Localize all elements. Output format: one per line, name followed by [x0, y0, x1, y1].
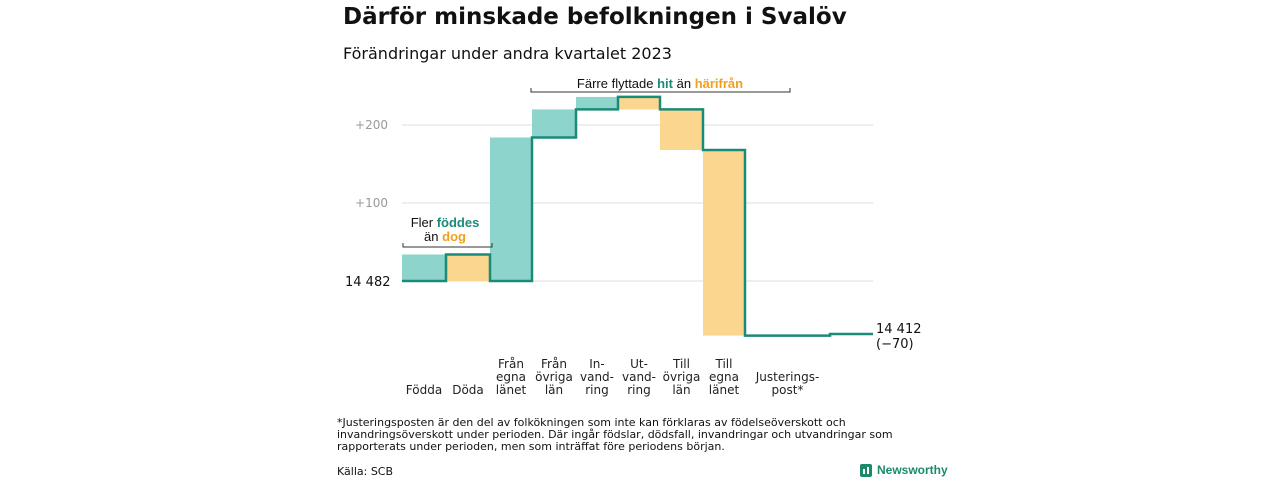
waterfall-bar: [618, 96, 660, 110]
end-value-label: 14 412: [876, 322, 922, 337]
chart-title: Därför minskade befolkningen i Svalöv: [343, 4, 847, 30]
start-value-label: 14 482: [345, 275, 391, 290]
category-label: Till övriga län: [663, 357, 701, 397]
births-annotation-line1: Fler föddes: [411, 215, 480, 230]
waterfall-bar: [490, 137, 532, 281]
category-label: Från egna länet: [496, 357, 527, 397]
waterfall-bar: [576, 96, 618, 110]
end-change-label: (−70): [876, 337, 914, 352]
footnote: *Justeringsposten är den del av folkökni…: [337, 416, 893, 453]
population-line: [402, 95, 873, 337]
waterfall-bar: [703, 149, 745, 336]
migration-annotation: Färre flyttade hit än härifrån: [577, 76, 743, 91]
y-tick-label: +200: [355, 118, 388, 132]
category-label: Till egna länet: [709, 357, 740, 397]
category-label: Från övriga län: [535, 357, 573, 397]
births-annotation-line2: än dog: [424, 229, 466, 244]
category-label: Justerings-post*: [755, 370, 820, 397]
chart-subtitle: Förändringar under andra kvartalet 2023: [343, 44, 672, 63]
y-tick-label: +100: [355, 196, 388, 210]
brand-name: Newsworthy: [877, 463, 948, 477]
waterfall-bar: [532, 109, 576, 138]
newsworthy-logo: Newsworthy: [860, 463, 948, 477]
category-label: Ut-vand-ring: [622, 357, 656, 397]
migration-bracket: [530, 88, 791, 93]
category-label: In-vand-ring: [580, 357, 614, 397]
category-label: Döda: [452, 383, 484, 397]
category-label: Födda: [406, 383, 442, 397]
waterfall-bar: [402, 254, 446, 281]
waterfall-bar: [446, 254, 490, 281]
source-label: Källa: SCB: [337, 465, 394, 478]
waterfall-bar: [660, 109, 703, 150]
bar-chart-icon: [860, 463, 872, 477]
births-bracket: [402, 243, 493, 248]
